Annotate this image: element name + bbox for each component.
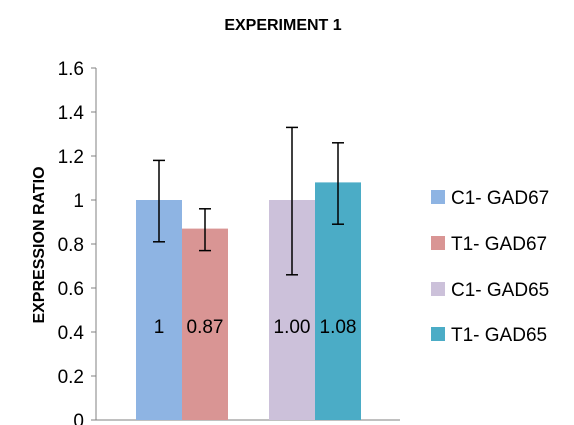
y-tick-label: 1.4 <box>58 103 85 124</box>
legend-label: C1- GAD65 <box>451 280 549 301</box>
y-tick-label: 0.6 <box>58 279 84 300</box>
legend-swatch <box>431 236 445 250</box>
y-tick-label: 0.8 <box>58 235 84 256</box>
legend-swatch <box>431 282 445 296</box>
legend-label: C1- GAD67 <box>451 188 549 209</box>
data-label: 1.00 <box>274 317 311 338</box>
chart-title: EXPERIMENT 1 <box>224 17 341 34</box>
legend-swatch <box>431 190 445 204</box>
legend-label: T1- GAD67 <box>451 234 547 255</box>
legend: C1- GAD67 T1- GAD67 C1- GAD65 T1- GAD65 <box>431 188 549 346</box>
legend-label: T1- GAD65 <box>451 325 547 346</box>
y-tick-label: 1.6 <box>58 59 84 80</box>
y-axis-label: EXPRESSION RATIO <box>31 166 48 323</box>
y-tick-label: 1.2 <box>58 147 84 168</box>
y-tick-label: 0.4 <box>58 323 85 344</box>
y-tick-label: 0.2 <box>58 367 84 388</box>
data-label: 1.08 <box>320 317 357 338</box>
bar <box>182 228 228 420</box>
y-ticks: 0 0.2 0.4 0.6 0.8 1 1.2 1.4 1.6 <box>58 59 96 425</box>
data-label: 1 <box>154 317 165 338</box>
y-tick-label: 1 <box>73 191 84 212</box>
data-label: 0.87 <box>187 317 224 338</box>
bars-group: 1 0.87 1.00 1.08 <box>136 126 361 420</box>
y-tick-label: 0 <box>73 411 84 425</box>
legend-swatch <box>431 327 445 341</box>
